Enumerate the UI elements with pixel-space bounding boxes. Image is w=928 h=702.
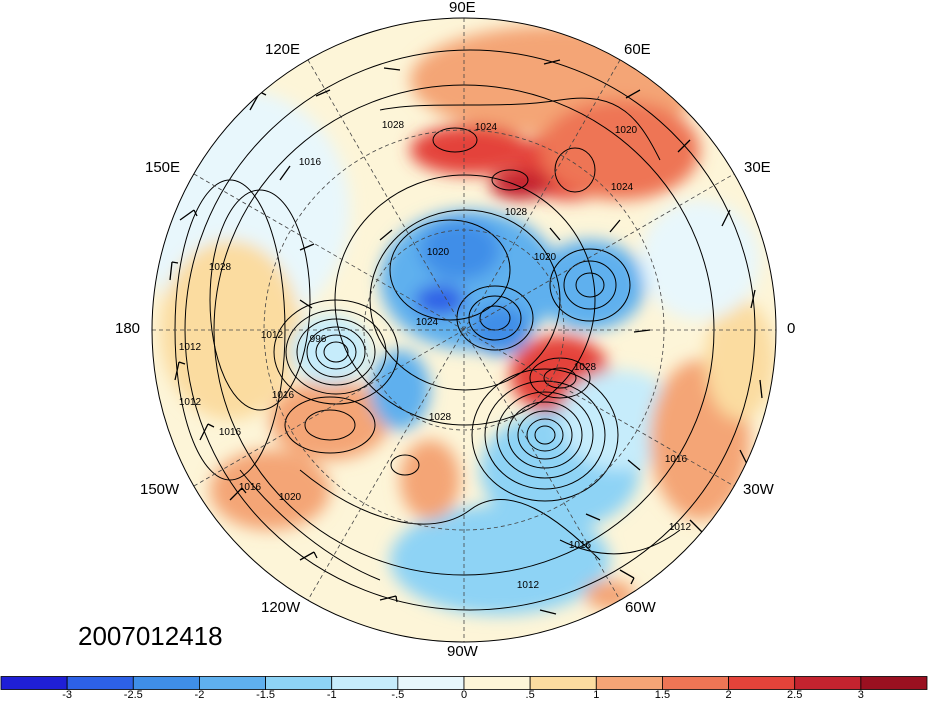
contour-label: 1024 xyxy=(475,122,498,133)
colorbar-tick-label: -2.5 xyxy=(123,689,143,701)
contour-label: 1028 xyxy=(382,120,405,131)
colorbar-tick-label: 1.5 xyxy=(654,689,671,701)
colorbar-swatch xyxy=(529,676,597,690)
colorbar-tick-label: 2.5 xyxy=(787,689,803,701)
colorbar-swatch xyxy=(728,676,796,690)
contour-label: 1020 xyxy=(615,125,638,136)
lon-label-90w: 90W xyxy=(447,643,478,660)
polar-stereographic-map: 996 1012 1012 1012 1012 1016 1016 1016 1… xyxy=(151,17,777,643)
contour-label: 1012 xyxy=(517,580,540,591)
contour-label: 1012 xyxy=(179,397,202,408)
colorbar-swatch xyxy=(397,676,465,690)
lon-label-150w: 150W xyxy=(140,481,180,498)
contour-label: 1016 xyxy=(299,157,322,168)
colorbar-swatch xyxy=(463,676,531,690)
lon-label-120w: 120W xyxy=(261,599,301,616)
colorbar-tick-label: -1.5 xyxy=(256,689,276,701)
contour-label: 1028 xyxy=(574,362,597,373)
colorbar-tick-label: -.5 xyxy=(391,689,405,701)
colorbar-tick-label: -2 xyxy=(194,689,205,701)
colorbar-tick-label: -1 xyxy=(326,689,337,701)
colorbar xyxy=(0,676,928,690)
contour-label: 1016 xyxy=(665,454,688,465)
graticule xyxy=(152,18,776,642)
lon-label-90e: 90E xyxy=(449,0,476,16)
colorbar-swatch xyxy=(662,676,729,690)
colorbar-swatch xyxy=(66,676,134,690)
anomaly-shading xyxy=(152,25,775,615)
contour-label: 1020 xyxy=(427,247,450,258)
colorbar-tick-label: 1 xyxy=(593,689,600,701)
colorbar-swatch xyxy=(199,676,266,690)
colorbar-swatch xyxy=(132,676,200,690)
contour-label: 1020 xyxy=(279,492,302,503)
lon-label-30e: 30E xyxy=(744,159,771,176)
lon-label-180: 180 xyxy=(115,320,141,337)
colorbar-tick-label: 0 xyxy=(460,689,468,701)
contour-label: 1024 xyxy=(611,182,634,193)
lon-label-150e: 150E xyxy=(145,159,181,176)
contour-label: 996 xyxy=(310,334,327,345)
contour-label: 1028 xyxy=(429,412,452,423)
colorbar-swatch xyxy=(331,676,399,690)
contour-label: 1016 xyxy=(272,390,295,401)
colorbar-swatch xyxy=(265,676,333,690)
contour-label: 1016 xyxy=(219,427,242,438)
lon-label-120e: 120E xyxy=(265,41,301,58)
contour-label: 1024 xyxy=(416,317,439,328)
contour-label: 1016 xyxy=(239,482,262,493)
colorbar-tick-label: 3 xyxy=(857,689,864,701)
colorbar-swatch xyxy=(0,676,68,690)
contour-label: 1028 xyxy=(209,262,232,273)
contour-label: 1012 xyxy=(669,522,692,533)
lon-label-60e: 60E xyxy=(624,41,651,58)
colorbar-tick-label: 2 xyxy=(725,689,732,701)
colorbar-swatch xyxy=(860,676,928,690)
contour-label: 1016 xyxy=(569,540,592,551)
lon-label-60w: 60W xyxy=(625,599,656,616)
colorbar-tick-label: .5 xyxy=(525,689,535,701)
lon-label-0: 0 xyxy=(787,320,796,337)
map-boundary xyxy=(151,17,777,643)
colorbar-tick-label: -3 xyxy=(62,689,73,701)
colorbar-swatch xyxy=(794,676,862,690)
contour-value-labels: 996 1012 1012 1012 1012 1016 1016 1016 1… xyxy=(179,120,692,591)
contour-label: 1012 xyxy=(261,330,284,341)
timestamp-label: 2007012418 xyxy=(78,621,223,651)
isobar-contours xyxy=(174,49,756,611)
contour-label: 1012 xyxy=(179,342,202,353)
contour-label: 1020 xyxy=(534,252,557,263)
colorbar-swatch xyxy=(595,676,663,690)
wind-barbs xyxy=(169,59,763,615)
contour-label: 1028 xyxy=(505,207,528,218)
lon-label-30w: 30W xyxy=(743,481,774,498)
